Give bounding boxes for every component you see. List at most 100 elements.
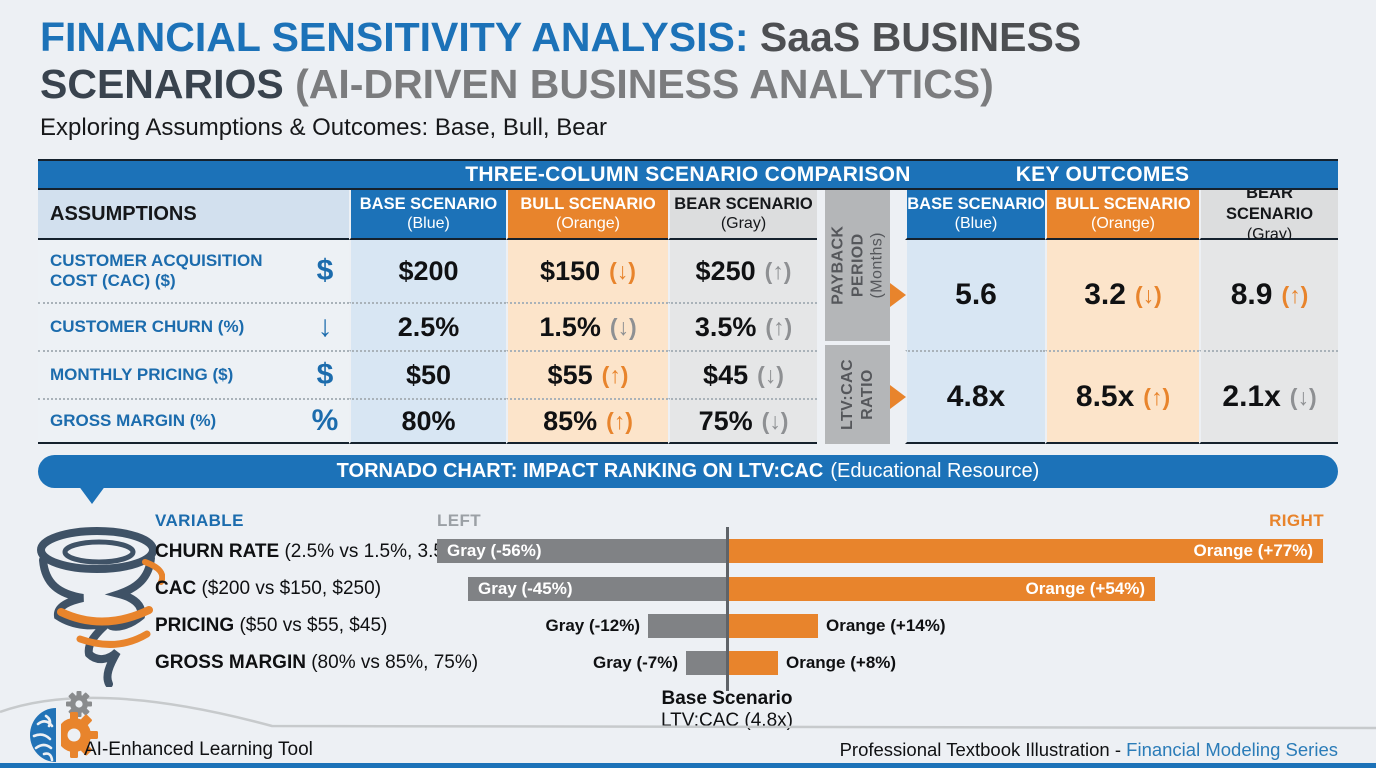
col-header-base: BASE SCENARIO (Blue) — [349, 190, 506, 240]
variable-name: GROSS MARGIN — [155, 652, 306, 673]
variable-detail: (80% vs 85%, 75%) — [305, 652, 479, 673]
variable-name: CAC — [155, 578, 197, 599]
outcome-header-bull-name: BULL SCENARIO — [1055, 194, 1191, 213]
value: $55 — [547, 359, 593, 390]
payback-line3: (Months) — [868, 232, 886, 299]
payback-line1: PAYBACK — [829, 225, 847, 306]
value: 85% — [543, 405, 598, 436]
outcome-payback-bull: 3.2 (↓) — [1045, 240, 1199, 350]
variable-label-churn: CHURN RATE (2.5% vs 1.5%, 3.5%) — [155, 540, 467, 564]
assumptions-header: ASSUMPTIONS — [38, 190, 349, 240]
value: 5.6 — [955, 278, 997, 311]
value: $50 — [405, 359, 452, 390]
value: 8.9 — [1230, 278, 1273, 311]
outcome-metric-strip: PAYBACK PERIOD (Months) LTV:CAC RATIO — [825, 190, 890, 444]
footer-series-link: Financial Modeling Series — [1126, 739, 1338, 760]
trend-arrow: (↑) — [1143, 383, 1171, 410]
cell-margin-base: 80% — [349, 398, 506, 444]
trend-arrow: (↓) — [757, 361, 784, 388]
variable-label-cac: CAC ($200 vs $150, $250) — [155, 577, 381, 601]
variable-detail: ($50 vs $55, $45) — [234, 615, 388, 636]
value: 75% — [698, 405, 753, 436]
banner-title: TORNADO CHART: IMPACT RANKING ON LTV:CAC — [336, 460, 824, 482]
variable-label-margin: GROSS MARGIN (80% vs 85%, 75%) — [155, 651, 478, 675]
trend-arrow: (↓) — [609, 257, 636, 284]
bar-label: Gray (-45%) — [478, 579, 573, 598]
tornado-chart-banner: TORNADO CHART: IMPACT RANKING ON LTV:CAC… — [38, 455, 1338, 488]
cell-margin-bear: 75% (↓) — [668, 398, 817, 444]
trend-arrow: (↑) — [606, 407, 633, 434]
outcome-header-base-sub: (Blue) — [954, 215, 998, 233]
bar-label: Orange (+54%) — [1025, 579, 1145, 598]
bottom-accent-bar — [0, 763, 1376, 768]
tornado-bar-cac-left: Gray (-45%) — [468, 577, 726, 601]
outcome-ltv-bear: 2.1x (↓) — [1199, 350, 1338, 444]
tornado-icon — [25, 522, 166, 692]
axis-caption-value: LTV:CAC (4.8x) — [661, 710, 793, 731]
ltv-line1: LTV:CAC — [838, 359, 856, 430]
value: 1.5% — [539, 311, 601, 342]
brain-gear-logo — [16, 690, 116, 768]
trend-arrow: (↓) — [761, 407, 789, 434]
right-arrow-marker — [890, 283, 906, 307]
variable-name: CHURN RATE — [155, 541, 280, 562]
cell-pricing-bear: $45 (↓) — [668, 350, 817, 398]
value: 2.1x — [1222, 380, 1281, 413]
row-label-churn-text: CUSTOMER CHURN (%) — [50, 316, 245, 336]
column-header-left: LEFT — [437, 511, 482, 530]
percent-icon: % — [311, 404, 339, 437]
col-header-bear: BEAR SCENARIO (Gray) — [668, 190, 817, 240]
banner-pointer — [78, 485, 106, 504]
strip-divider — [825, 341, 890, 345]
tornado-bar-pricing-left — [648, 614, 726, 638]
trend-arrow: (↑) — [601, 361, 629, 388]
row-label-churn: CUSTOMER CHURN (%) ↓ — [38, 302, 349, 350]
value: 3.5% — [694, 311, 757, 342]
column-header-variable: VARIABLE — [155, 511, 244, 530]
title-part-dark: SaaS BUSINESS — [759, 14, 1082, 60]
trend-arrow: (↑) — [765, 313, 793, 340]
trend-arrow: (↑) — [764, 257, 792, 284]
variable-detail: ($200 vs $150, $250) — [196, 578, 382, 599]
tornado-bar-pricing-right — [729, 614, 818, 638]
bar-label-pricing-left: Gray (-12%) — [545, 616, 640, 635]
title-part-scenarios: SCENARIOS — [40, 60, 296, 107]
cell-churn-base: 2.5% — [349, 302, 506, 350]
outcome-payback-base: 5.6 — [890, 240, 1045, 350]
cell-cac-bull: $150 (↓) — [506, 240, 668, 302]
outcome-ltv-base: 4.8x — [890, 350, 1045, 444]
outcome-payback-bear: 8.9 (↑) — [1199, 240, 1338, 350]
cell-churn-bull: 1.5% (↓) — [506, 302, 668, 350]
footer-right-dark-text: Professional Textbook Illustration - — [839, 739, 1127, 760]
value: $200 — [398, 255, 459, 286]
page-title: FINANCIAL SENSITIVITY ANALYSIS: SaaS BUS… — [40, 14, 1340, 107]
value: 3.2 — [1084, 278, 1126, 311]
scenario-table: THREE-COLUMN SCENARIO COMPARISON KEY OUT… — [38, 159, 1338, 444]
banner-subtitle: (Educational Resource) — [830, 460, 1040, 482]
trend-arrow: (↑) — [1281, 281, 1309, 308]
bar-label-pricing-right: Orange (+14%) — [826, 616, 946, 635]
row-label-cac-text: CUSTOMER ACQUISITION COST (CAC) ($) — [50, 250, 263, 290]
tornado-bar-churn-left: Gray (-56%) — [437, 539, 726, 563]
trend-arrow: (↓) — [609, 313, 637, 340]
variable-name: PRICING — [155, 615, 235, 636]
col-header-base-name: BASE SCENARIO — [359, 194, 498, 213]
tornado-bar-cac-right: Orange (+54%) — [729, 577, 1155, 601]
bar-label: Orange (+77%) — [1193, 541, 1313, 560]
row-label-pricing: MONTHLY PRICING ($) $ — [38, 350, 349, 398]
value: 80% — [401, 405, 456, 436]
payback-period-label: PAYBACK PERIOD (Months) — [825, 190, 890, 341]
outcome-header-base-name: BASE SCENARIO — [907, 194, 1045, 213]
outcome-header-bull: BULL SCENARIO (Orange) — [1045, 190, 1199, 240]
right-section-title: KEY OUTCOMES — [1015, 162, 1190, 186]
tornado-bar-churn-right: Orange (+77%) — [729, 539, 1323, 563]
title-block: FINANCIAL SENSITIVITY ANALYSIS: SaaS BUS… — [40, 14, 1340, 142]
value: 2.5% — [397, 311, 460, 342]
outcome-header-base: BASE SCENARIO (Blue) — [905, 190, 1045, 240]
value: 4.8x — [946, 380, 1006, 413]
tornado-bar-margin-left — [686, 651, 726, 675]
variable-detail: (2.5% vs 1.5%, 3.5%) — [279, 541, 468, 562]
title-part-paren: (AI-DRIVEN BUSINESS ANALYTICS) — [295, 60, 994, 107]
col-header-bear-name: BEAR SCENARIO — [674, 194, 813, 213]
